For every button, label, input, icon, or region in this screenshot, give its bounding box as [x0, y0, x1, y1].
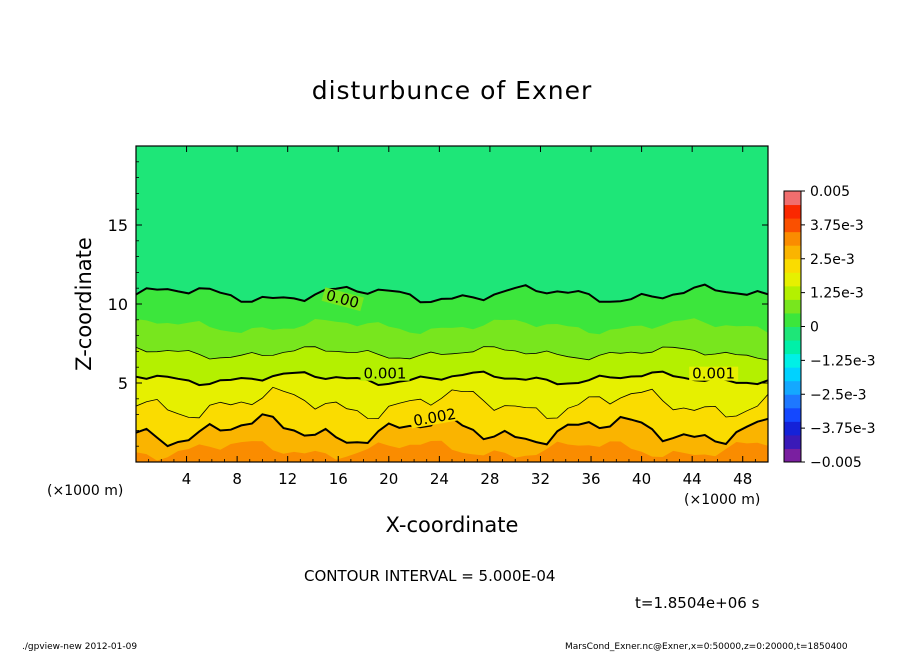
- colorbar-segment: [784, 434, 801, 449]
- contour-label-group: 0.001: [689, 365, 739, 383]
- colorbar-segment: [784, 367, 801, 382]
- x-tick-label: 36: [581, 470, 600, 488]
- x-tick-label: 24: [430, 470, 449, 488]
- y-tick-label: 15: [108, 216, 128, 235]
- colorbar-segment: [784, 299, 801, 314]
- colorbar-segment: [784, 218, 801, 233]
- colorbar: 0.005 3.75e-3 2.5e-3 1.25e-3 0 −1.25e-3 −2.5e-…: [783, 184, 875, 471]
- x-tick-label: 8: [232, 470, 242, 488]
- x-axis-unit: (×1000 m): [684, 492, 761, 508]
- y-axis-unit: (×1000 m): [47, 483, 124, 499]
- x-tick-label: 16: [329, 470, 348, 488]
- colorbar-segment: [784, 285, 801, 300]
- y-tick-label: 10: [108, 295, 128, 314]
- footer-source: MarsCond_Exner.nc@Exner,x=0:50000,z=0:20…: [565, 642, 848, 652]
- contour-label-group: 0.001: [360, 365, 410, 383]
- contour-label-bg: [409, 406, 461, 429]
- colorbar-segment: [784, 394, 801, 409]
- x-tick-label: 28: [480, 470, 499, 488]
- colorbar-label: −1.25e-3: [810, 353, 875, 369]
- contour-label-bg: [689, 366, 739, 381]
- x-tick-label: 48: [733, 470, 752, 488]
- contour-line-0: [136, 283, 768, 304]
- colorbar-segment: [784, 258, 801, 273]
- contour-label-bg: [360, 366, 410, 381]
- contour-band-6: [136, 440, 768, 462]
- y-tick-label: 5: [118, 374, 128, 393]
- colorbar-label: −0.005: [810, 455, 862, 471]
- x-tick-label: 4: [182, 470, 192, 488]
- contour-label-bg: [321, 287, 364, 312]
- colorbar-segment: [784, 204, 801, 219]
- colorbar-segment: [784, 448, 801, 463]
- colorbar-segment: [784, 353, 801, 368]
- colorbar-segment: [784, 340, 801, 355]
- contour-interval-note: CONTOUR INTERVAL = 5.000E-04: [304, 567, 556, 585]
- x-tick-label: 40: [632, 470, 651, 488]
- contour-line-0005: [136, 346, 768, 361]
- colorbar-segment: [784, 191, 801, 206]
- colorbar-label: −3.75e-3: [810, 421, 875, 437]
- colorbar-label: 3.75e-3: [810, 218, 864, 234]
- colorbar-label: 0.005: [810, 184, 850, 200]
- colorbar-segment: [784, 326, 801, 341]
- colorbar-label: 1.25e-3: [810, 286, 864, 302]
- time-stamp: t=1.8504e+06 s: [635, 594, 760, 612]
- x-tick-label: 44: [683, 470, 702, 488]
- x-tick-label: 20: [379, 470, 398, 488]
- colorbar-segment: [784, 407, 801, 422]
- x-tick-label: 12: [278, 470, 297, 488]
- contour-label: 0.001: [364, 365, 407, 383]
- footer-program: ./gpview-new 2012-01-09: [22, 642, 138, 652]
- colorbar-segment: [784, 380, 801, 395]
- colorbar-segment: [784, 231, 801, 246]
- colorbar-label: −2.5e-3: [810, 387, 867, 403]
- x-tick-label: 32: [531, 470, 550, 488]
- colorbar-segment: [784, 312, 801, 327]
- contour-line-001: [136, 370, 768, 387]
- x-axis-label: X-coordinate: [385, 513, 519, 537]
- colorbar-label: 2.5e-3: [810, 252, 855, 268]
- colorbar-segment: [784, 245, 801, 260]
- colorbar-segment: [784, 272, 801, 287]
- contour-line-0015: [136, 386, 768, 420]
- colorbar-label: 0: [810, 320, 819, 336]
- contour-label: 0.001: [692, 365, 735, 383]
- colorbar-segment: [784, 421, 801, 436]
- chart-title: disturbunce of Exner: [311, 76, 593, 105]
